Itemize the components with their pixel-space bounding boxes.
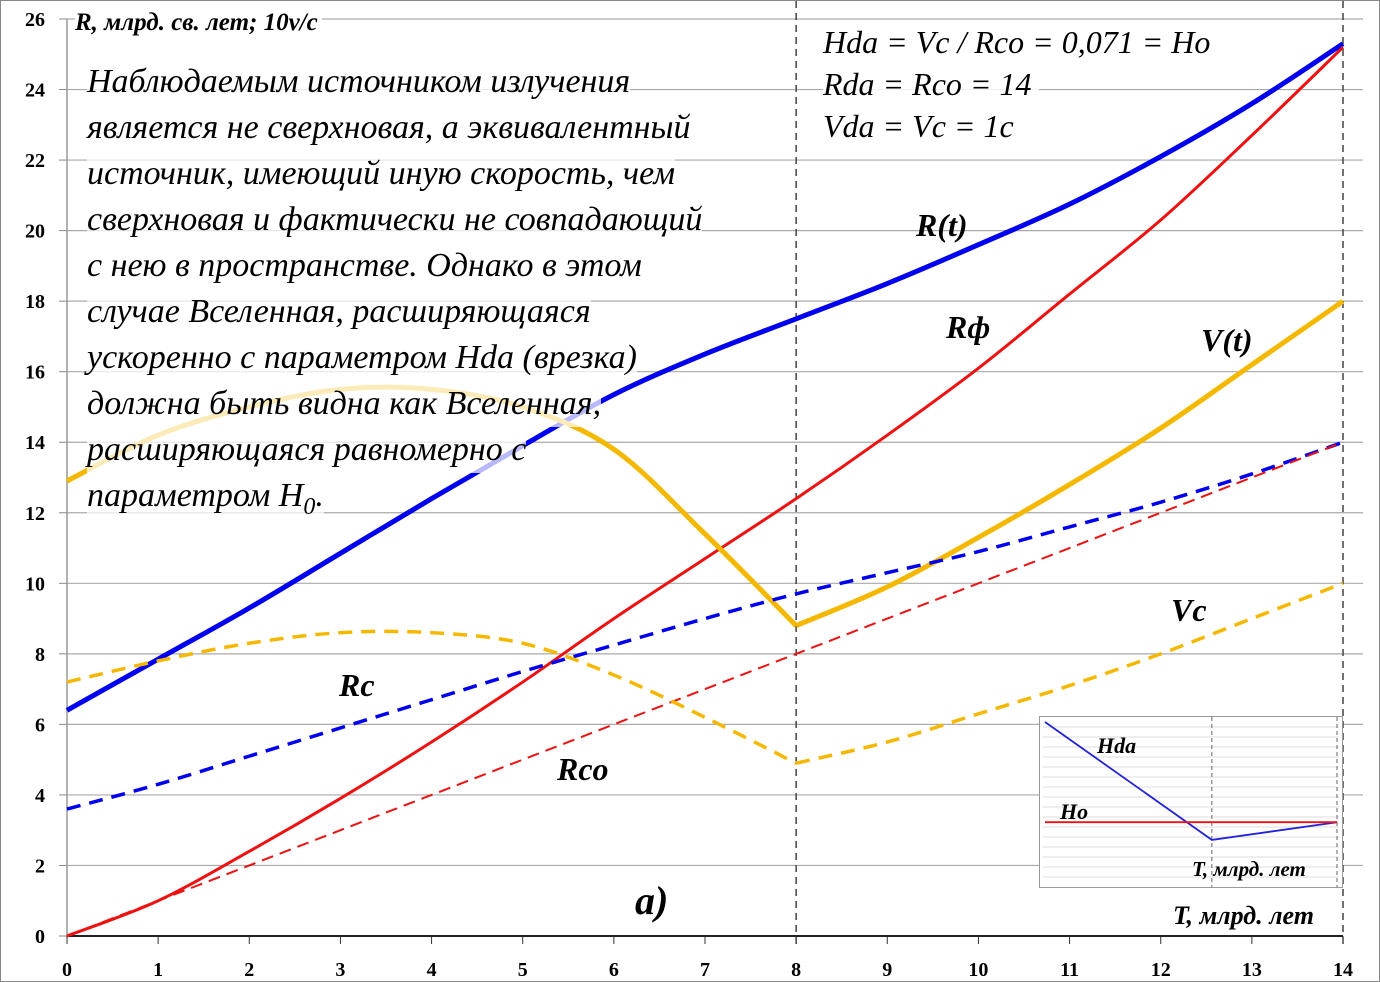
inset-label-Hda: Hda (1097, 733, 1137, 758)
series-label-R(t): R(t) (916, 207, 968, 243)
x-tick-label: 1 (153, 959, 163, 981)
series-label-Rc: Rc (339, 667, 375, 703)
x-tick-label: 14 (1333, 959, 1353, 981)
y-tick-label: 2 (35, 855, 45, 877)
x-tick-label: 12 (1151, 959, 1171, 981)
x-axis-label: T, млрд. лет (1173, 901, 1314, 931)
x-tick-label: 11 (1060, 959, 1079, 981)
formula: Hda = Vc / Rco = 0,071 = Ho (823, 21, 1219, 63)
series-line-V(t) (795, 299, 1345, 628)
series-line-Rc (66, 440, 1344, 811)
series-label-Vc: Vc (1171, 592, 1207, 628)
y-tick-label: 14 (25, 432, 45, 454)
panel-label: a) (635, 878, 669, 923)
y-tick-label: 6 (35, 714, 45, 736)
formulas: Hda = Vc / Rco = 0,071 = Ho Rda = Rco = … (823, 21, 1219, 147)
para-line: ускоренно с параметром Hda (врезка) (87, 335, 637, 381)
x-tick-label: 2 (244, 959, 254, 981)
series-label-Rco: Rco (557, 751, 609, 787)
y-tick-label: 24 (25, 80, 45, 102)
para-sub: 0 (303, 493, 316, 520)
para-line: расширяющаяся равномерно с (87, 427, 527, 473)
para-line: источник, имеющий иную скорость, чем (87, 151, 676, 197)
para-end: . (315, 477, 324, 514)
y-tick-label: 20 (25, 221, 45, 243)
y-tick-label: 0 (35, 926, 45, 948)
series-line-Rф (66, 46, 1345, 938)
y-tick-label: 22 (25, 150, 45, 172)
para-line: должна быть видна как Вселенная, (87, 381, 602, 427)
x-tick-label: 9 (882, 959, 892, 981)
x-tick-label: 6 (609, 959, 619, 981)
annotation-paragraph: Наблюдаемым источником излучения являетс… (87, 59, 703, 530)
para-line: с нею в пространстве. Однако в этом (87, 243, 642, 289)
inset-plot (1043, 717, 1339, 887)
x-tick-label: 10 (968, 959, 988, 981)
series-line-Vc (66, 629, 797, 765)
inset-line-Hda (1044, 721, 1338, 841)
x-tick-label: 0 (62, 959, 72, 981)
y-tick-label: 12 (25, 503, 45, 525)
x-tick-label: 8 (791, 959, 801, 981)
series-label-Rf: Rф (946, 309, 991, 345)
x-tick-label: 5 (518, 959, 528, 981)
para-line: случае Вселенная, расширяющаяся (87, 289, 591, 335)
inset-label-Ho: Ho (1060, 799, 1089, 824)
y-tick-label: 26 (25, 9, 45, 31)
x-tick-label: 4 (427, 959, 437, 981)
x-tick-label: 13 (1242, 959, 1262, 981)
inset-x-label: T, млрд. лет (1192, 857, 1306, 881)
inset-chart: Hda Ho T, млрд. лет (1039, 716, 1343, 888)
y-tick-label: 18 (25, 291, 45, 313)
y-axis-label: R, млрд. св. лет; 10v/c (75, 9, 322, 37)
y-tick-label: 8 (35, 644, 45, 666)
para-text: параметром H (87, 477, 304, 514)
y-tick-label: 4 (35, 785, 45, 807)
series-line-Vc (795, 581, 1344, 765)
para-line-last: параметром H0. (87, 473, 324, 530)
y-tick-label: 10 (25, 573, 45, 595)
series-line-Rco (66, 441, 1344, 937)
x-tick-label: 7 (700, 959, 710, 981)
x-tick-label: 3 (335, 959, 345, 981)
series-line-R(t) (65, 41, 1345, 713)
formula: Rda = Rco = 14 (823, 63, 1040, 105)
formula: Vda = Vc = 1c (823, 105, 1022, 147)
para-line: сверхновая и фактически не совпадающий (87, 197, 703, 243)
y-tick-label: 16 (25, 362, 45, 384)
para-line: является не сверхновая, а эквивалентный (87, 105, 691, 151)
series-label-V(t): V(t) (1201, 322, 1253, 358)
para-line: Наблюдаемым источником излучения (87, 59, 631, 105)
